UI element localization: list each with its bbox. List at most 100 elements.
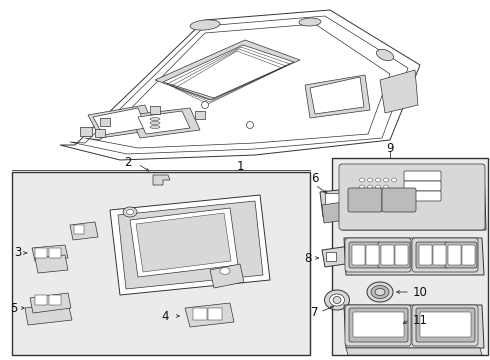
Bar [325, 193, 339, 205]
FancyBboxPatch shape [416, 242, 448, 268]
FancyBboxPatch shape [462, 245, 475, 265]
Polygon shape [70, 222, 98, 240]
Text: 4: 4 [161, 310, 169, 323]
Ellipse shape [123, 207, 137, 217]
Polygon shape [163, 45, 294, 98]
FancyBboxPatch shape [345, 238, 411, 272]
Polygon shape [165, 232, 188, 253]
Ellipse shape [360, 192, 365, 196]
Polygon shape [310, 77, 364, 114]
Ellipse shape [392, 178, 396, 182]
Bar [332, 158, 488, 355]
Polygon shape [320, 188, 360, 217]
Ellipse shape [333, 297, 341, 303]
Polygon shape [346, 348, 482, 355]
Ellipse shape [368, 185, 372, 189]
FancyBboxPatch shape [378, 242, 410, 268]
FancyBboxPatch shape [348, 188, 382, 212]
Bar [35, 248, 47, 258]
Bar [95, 129, 105, 137]
FancyBboxPatch shape [445, 242, 477, 268]
Bar [74, 225, 84, 234]
Polygon shape [25, 303, 72, 325]
Ellipse shape [375, 288, 385, 296]
Ellipse shape [376, 49, 393, 60]
FancyBboxPatch shape [433, 245, 446, 265]
Bar [326, 252, 336, 261]
Ellipse shape [190, 20, 220, 30]
Polygon shape [60, 10, 420, 160]
Bar [49, 295, 61, 305]
Ellipse shape [368, 192, 372, 196]
Polygon shape [305, 75, 370, 118]
FancyBboxPatch shape [345, 305, 411, 346]
Polygon shape [153, 175, 170, 185]
Polygon shape [110, 195, 270, 295]
Text: 3: 3 [14, 247, 22, 260]
FancyBboxPatch shape [416, 308, 475, 342]
Ellipse shape [150, 126, 160, 129]
Polygon shape [185, 303, 234, 327]
FancyBboxPatch shape [366, 245, 379, 265]
FancyBboxPatch shape [353, 312, 404, 337]
Bar [35, 295, 47, 305]
Ellipse shape [126, 210, 133, 215]
Polygon shape [344, 238, 484, 275]
FancyBboxPatch shape [412, 305, 478, 346]
Text: 1: 1 [236, 159, 244, 172]
FancyBboxPatch shape [349, 308, 408, 342]
Text: 5: 5 [10, 302, 18, 315]
Ellipse shape [375, 185, 381, 189]
Ellipse shape [367, 282, 393, 302]
Ellipse shape [384, 192, 389, 196]
FancyBboxPatch shape [404, 171, 441, 181]
FancyBboxPatch shape [448, 245, 461, 265]
Text: 9: 9 [386, 141, 394, 154]
Polygon shape [322, 200, 360, 223]
FancyBboxPatch shape [352, 245, 365, 265]
Bar [340, 193, 354, 205]
Ellipse shape [329, 294, 344, 306]
Polygon shape [30, 293, 71, 313]
Bar [150, 106, 160, 114]
FancyBboxPatch shape [381, 245, 394, 265]
Ellipse shape [371, 285, 389, 298]
FancyBboxPatch shape [395, 245, 408, 265]
Ellipse shape [384, 178, 389, 182]
Ellipse shape [384, 185, 389, 189]
FancyBboxPatch shape [420, 312, 471, 337]
Text: 6: 6 [311, 171, 319, 184]
Polygon shape [88, 105, 155, 138]
Text: 8: 8 [304, 252, 312, 265]
Text: 7: 7 [311, 306, 319, 319]
Ellipse shape [299, 18, 321, 26]
Bar [195, 111, 205, 119]
Polygon shape [130, 208, 238, 277]
Polygon shape [340, 165, 486, 230]
FancyBboxPatch shape [404, 181, 441, 191]
Ellipse shape [368, 178, 372, 182]
Polygon shape [380, 70, 418, 113]
Bar [208, 308, 222, 320]
Ellipse shape [375, 192, 381, 196]
Polygon shape [32, 245, 68, 261]
Polygon shape [136, 213, 231, 272]
Polygon shape [35, 255, 68, 273]
Ellipse shape [201, 102, 209, 108]
Ellipse shape [150, 122, 160, 125]
FancyBboxPatch shape [339, 164, 485, 230]
Ellipse shape [360, 185, 365, 189]
Ellipse shape [220, 267, 230, 274]
Polygon shape [155, 40, 300, 100]
FancyBboxPatch shape [404, 191, 441, 201]
FancyBboxPatch shape [412, 238, 478, 272]
Bar [80, 127, 92, 136]
Ellipse shape [150, 117, 160, 121]
Polygon shape [118, 201, 263, 289]
Ellipse shape [324, 290, 349, 310]
Ellipse shape [246, 122, 253, 129]
Polygon shape [138, 111, 190, 134]
Ellipse shape [360, 178, 365, 182]
Text: 10: 10 [413, 285, 427, 298]
Polygon shape [344, 305, 484, 348]
